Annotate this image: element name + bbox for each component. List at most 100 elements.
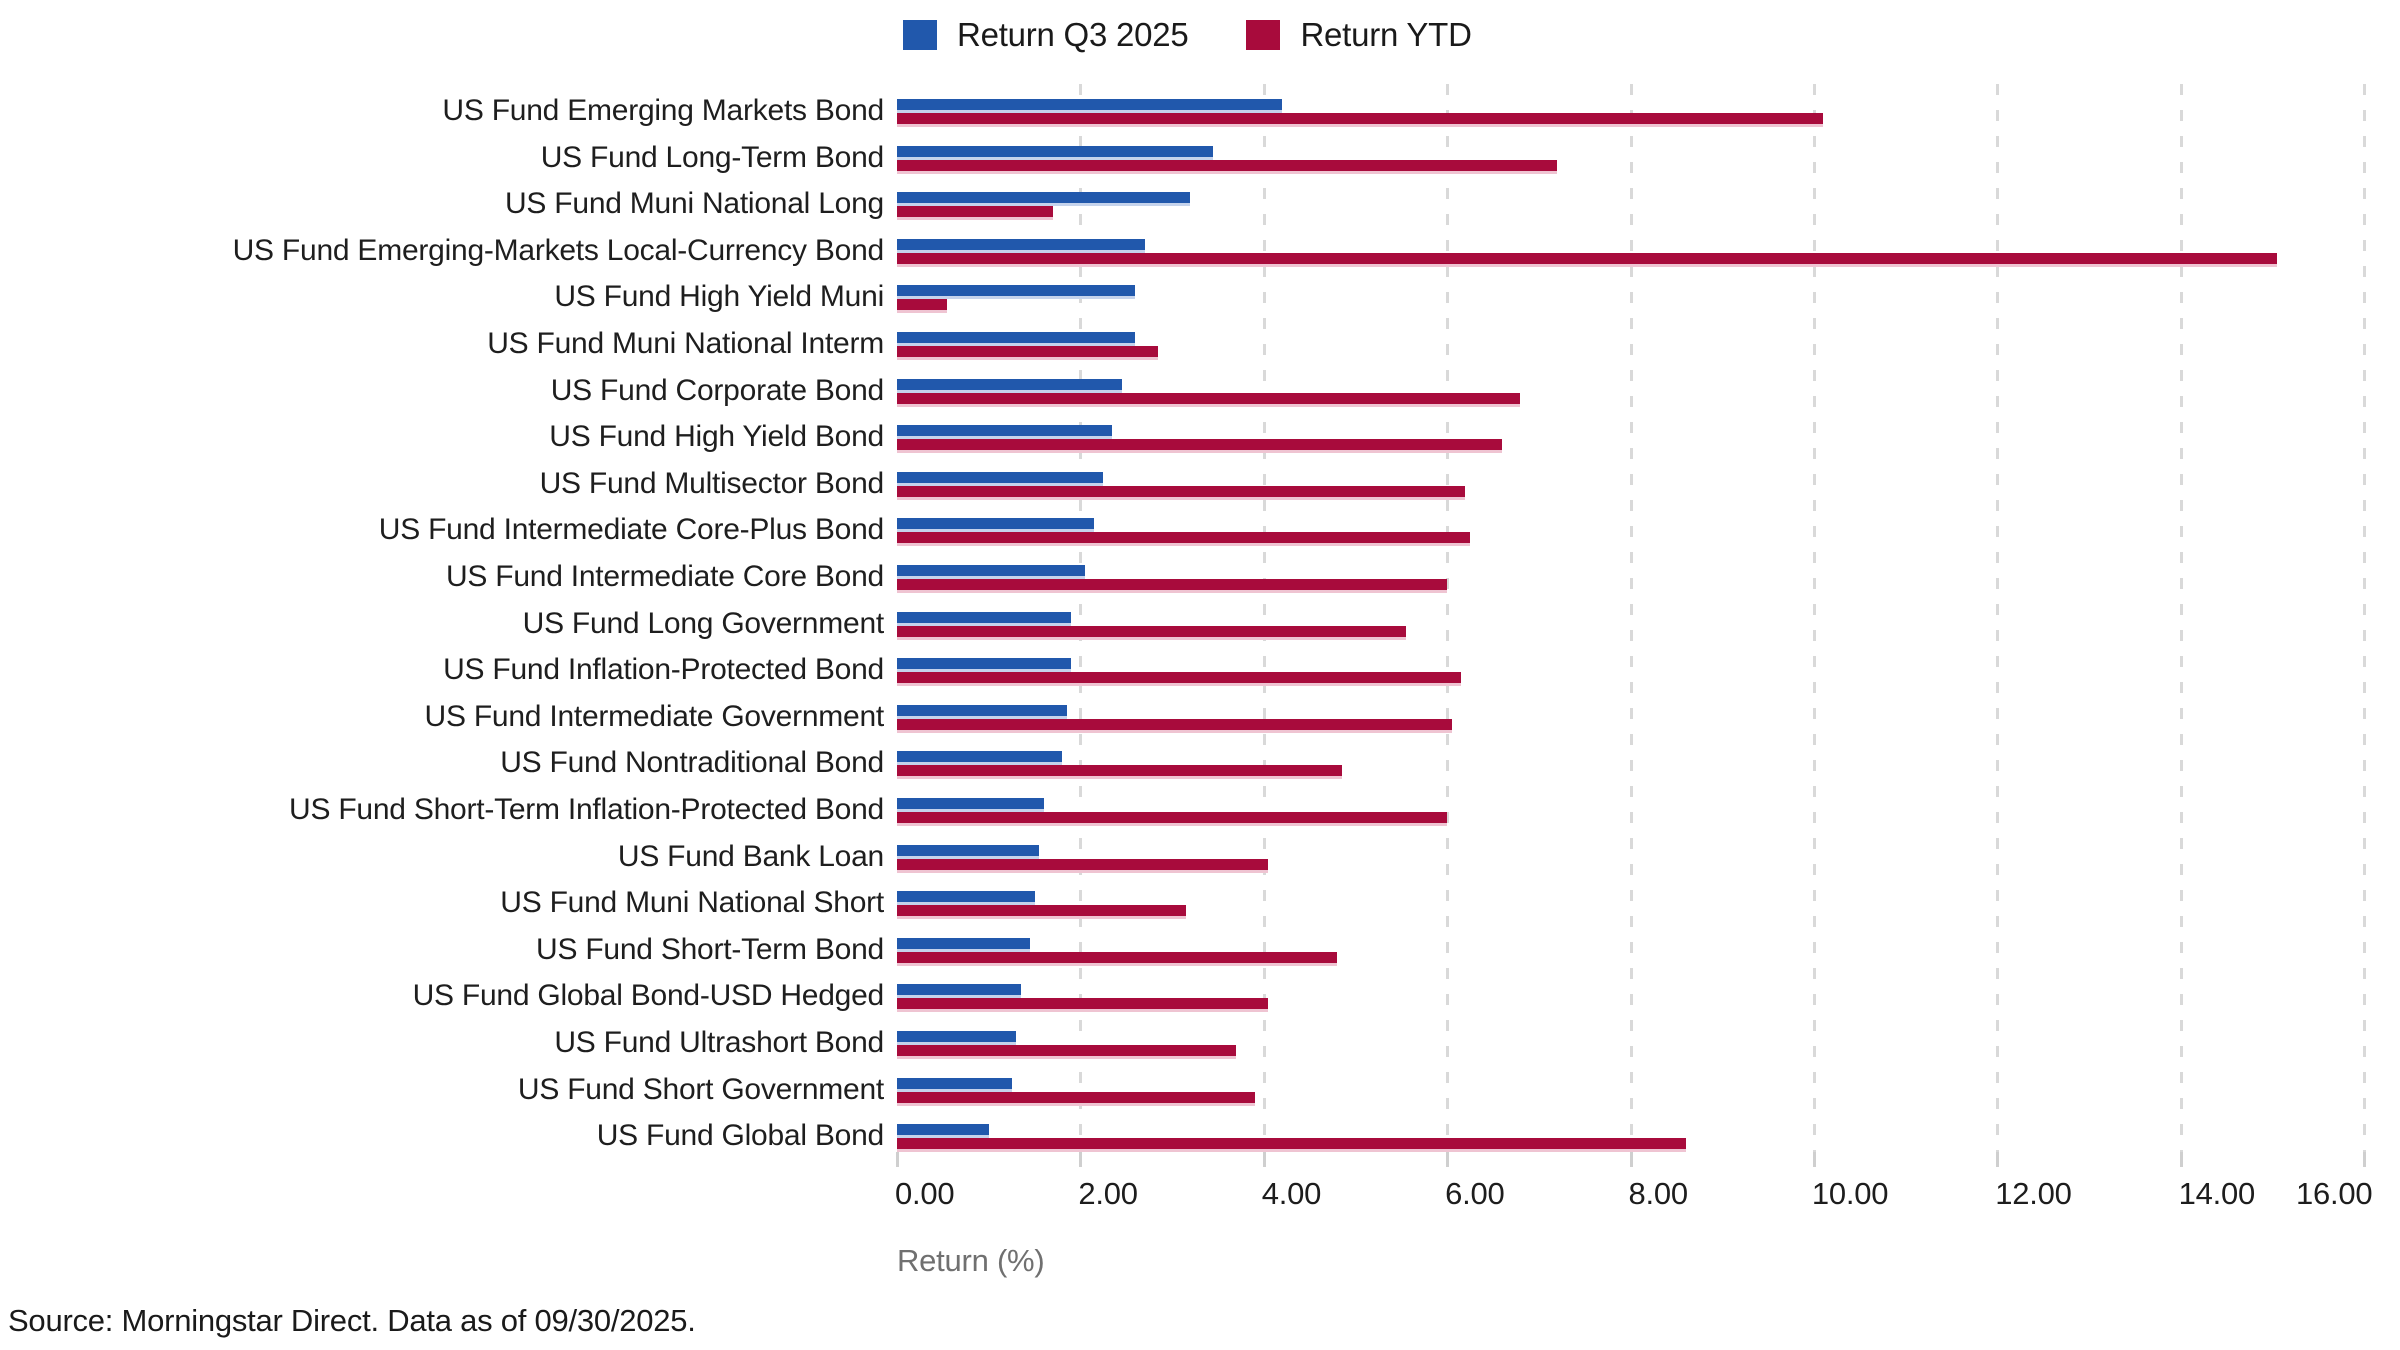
bar-return-ytd xyxy=(897,159,1558,171)
x-axis-tick xyxy=(1446,1152,1450,1167)
bar-return-ytd xyxy=(897,485,1466,497)
gridline xyxy=(1812,84,1816,1152)
category-label: US Fund Intermediate Government xyxy=(424,699,885,733)
x-axis-tick xyxy=(1996,1152,2000,1167)
bar-return-q3 xyxy=(897,891,1035,903)
category-label: US Fund Intermediate Core-Plus Bond xyxy=(378,513,884,547)
bar-return-ytd xyxy=(897,206,1053,218)
bar-return-ytd xyxy=(897,1091,1255,1103)
category-label: US Fund Global Bond-USD Hedged xyxy=(412,979,885,1013)
bar-return-ytd xyxy=(897,1138,1686,1150)
legend: Return Q3 2025 Return YTD xyxy=(903,16,1472,54)
bar-return-q3 xyxy=(897,425,1113,437)
category-label: US Fund Multisector Bond xyxy=(539,466,885,500)
bar-return-ytd xyxy=(897,579,1448,590)
legend-item-q3: Return Q3 2025 xyxy=(903,16,1189,54)
bar-return-q3 xyxy=(897,844,1040,856)
category-label: US Fund Muni National Interm xyxy=(487,327,884,360)
bar-return-q3 xyxy=(897,471,1104,483)
category-label: US Fund Ultrashort Bond xyxy=(554,1026,884,1059)
gridline xyxy=(1446,84,1450,1152)
bar-return-ytd xyxy=(897,951,1338,963)
ytd-swatch-icon xyxy=(1246,20,1281,50)
bar-return-q3 xyxy=(897,1077,1012,1089)
x-axis-tick-label: 16.00 xyxy=(2296,1176,2373,1211)
gridline xyxy=(1996,84,2000,1152)
bar-return-q3 xyxy=(897,704,1067,716)
x-axis-tick-label: 10.00 xyxy=(1811,1176,1889,1211)
x-axis-tick xyxy=(2363,1152,2367,1167)
bar-return-ytd xyxy=(897,672,1461,684)
category-label: US Fund Short Government xyxy=(517,1072,884,1106)
bar-return-ytd xyxy=(897,998,1269,1010)
bar-return-ytd xyxy=(897,625,1406,637)
category-label: US Fund Global Bond xyxy=(596,1119,885,1153)
category-label: US Fund Long Government xyxy=(522,606,885,640)
category-label: US Fund Corporate Bond xyxy=(550,373,884,407)
bar-return-ytd xyxy=(897,346,1159,357)
gridline xyxy=(2363,84,2367,1152)
bar-return-ytd xyxy=(897,1045,1237,1056)
bar-return-ytd xyxy=(897,113,1824,124)
category-label: US Fund Inflation-Protected Bond xyxy=(443,653,884,687)
bar-return-q3 xyxy=(897,238,1145,250)
gridline xyxy=(1079,84,1083,1152)
category-label: US Fund High Yield Bond xyxy=(549,420,884,454)
bar-return-ytd xyxy=(897,439,1503,451)
x-axis-title: Return (%) xyxy=(897,1243,1045,1278)
bar-return-ytd xyxy=(897,905,1186,917)
gridline xyxy=(1629,84,1633,1152)
x-axis-tick xyxy=(896,1152,899,1167)
category-label: US Fund Muni National Long xyxy=(505,187,884,221)
bar-return-q3 xyxy=(897,378,1122,390)
bar-return-q3 xyxy=(897,984,1021,996)
bar-return-q3 xyxy=(897,1124,989,1136)
category-label: US Fund Emerging-Markets Local-Currency … xyxy=(232,233,885,267)
q3-swatch-icon xyxy=(903,20,937,50)
bar-return-ytd xyxy=(897,858,1269,870)
category-label: US Fund High Yield Muni xyxy=(554,280,884,314)
bar-return-q3 xyxy=(897,332,1136,343)
x-axis-tick xyxy=(1262,1152,1266,1167)
bar-return-q3 xyxy=(897,99,1283,110)
x-axis-tick xyxy=(1079,1152,1083,1167)
category-label: US Fund Short-Term Bond xyxy=(536,932,884,966)
bar-return-ytd xyxy=(897,812,1448,823)
gridline xyxy=(1262,84,1266,1152)
bar-return-q3 xyxy=(897,192,1191,204)
legend-label-q3: Return Q3 2025 xyxy=(957,16,1189,53)
bar-return-q3 xyxy=(897,611,1072,623)
bar-return-q3 xyxy=(897,285,1136,297)
category-label: US Fund Bank Loan xyxy=(617,839,884,873)
source-note: Source: Morningstar Direct. Data as of 0… xyxy=(8,1303,696,1338)
category-label: US Fund Muni National Short xyxy=(500,886,884,920)
bar-return-q3 xyxy=(897,518,1095,530)
bar-return-q3 xyxy=(897,1031,1017,1042)
bar-return-q3 xyxy=(897,145,1214,157)
x-axis-tick xyxy=(1812,1152,1816,1167)
category-label: US Fund Long-Term Bond xyxy=(540,140,884,174)
bar-return-q3 xyxy=(897,658,1072,670)
bar-return-ytd xyxy=(897,252,2277,264)
bar-return-q3 xyxy=(897,798,1044,809)
bar-return-ytd xyxy=(897,392,1521,404)
gridline xyxy=(2179,84,2183,1152)
category-label: US Fund Emerging Markets Bond xyxy=(442,94,884,127)
bar-return-ytd xyxy=(897,299,948,311)
bar-return-q3 xyxy=(897,565,1085,576)
x-axis-tick-label: 6.00 xyxy=(1445,1176,1505,1211)
x-axis-tick-label: 8.00 xyxy=(1628,1176,1689,1211)
x-axis-tick xyxy=(1629,1152,1633,1167)
x-axis-tick xyxy=(2179,1152,2183,1167)
legend-label-ytd: Return YTD xyxy=(1300,16,1472,53)
x-axis-tick-label: 4.00 xyxy=(1261,1176,1322,1211)
bar-return-ytd xyxy=(897,765,1342,777)
bar-return-q3 xyxy=(897,751,1063,763)
x-axis-tick-label: 14.00 xyxy=(2178,1176,2256,1211)
legend-item-ytd: Return YTD xyxy=(1246,16,1472,54)
category-label: US Fund Intermediate Core Bond xyxy=(445,560,884,593)
bar-return-ytd xyxy=(897,532,1471,544)
category-label: US Fund Short-Term Inflation-Protected B… xyxy=(289,793,884,826)
bar-return-q3 xyxy=(897,937,1030,949)
